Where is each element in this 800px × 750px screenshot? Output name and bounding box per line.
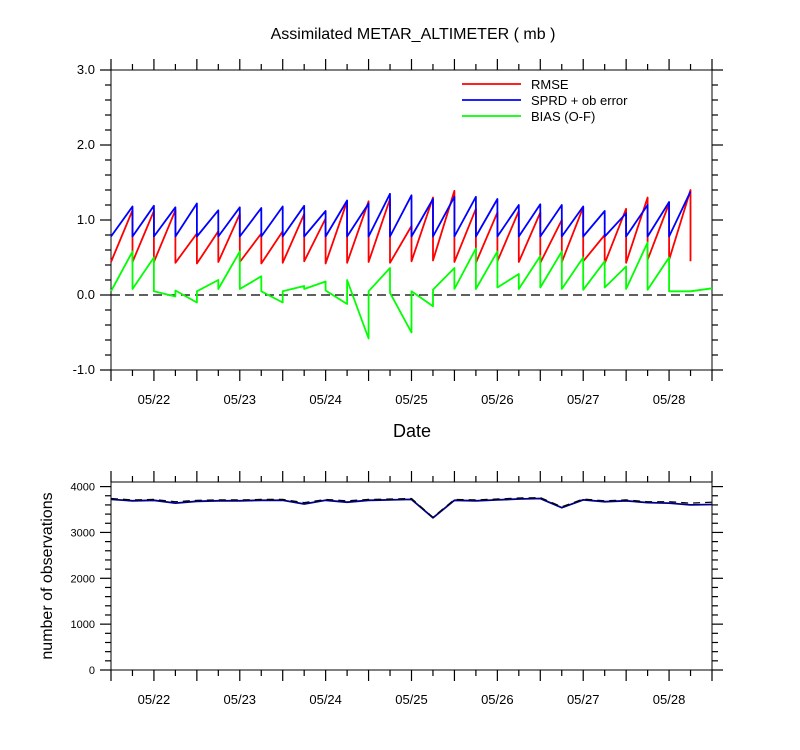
y-tick-label-3-0: 3.0 <box>77 62 95 77</box>
x-tick-label-05-22: 05/22 <box>138 692 171 707</box>
top-y-tick-labels: -1.0 0.0 1.0 2.0 3.0 <box>73 62 95 377</box>
x-tick-label-05-24: 05/24 <box>309 692 342 707</box>
series-line-sprd-ob-error <box>110 191 692 238</box>
x-tick-label-05-27: 05/27 <box>567 392 600 407</box>
bottom-y-tick-labels: 0 1000 2000 3000 4000 <box>71 482 95 677</box>
bottom-ticks <box>100 471 723 681</box>
chart-title: Assimilated METAR_ALTIMETER ( mb ) <box>271 26 556 43</box>
y-tick-label-2000: 2000 <box>71 573 95 585</box>
series-line-used <box>110 497 713 519</box>
y-tick-label-1-0: -1.0 <box>73 362 95 377</box>
bottom-x-tick-labels: 05/22 05/23 05/24 05/25 05/26 05/27 05/28 <box>138 692 686 707</box>
bottom-plot-frame <box>110 481 713 671</box>
x-axis-label: Date <box>393 421 431 441</box>
bottom-series-group <box>110 497 713 519</box>
x-tick-label-05-22: 05/22 <box>138 392 171 407</box>
x-tick-label-05-26: 05/26 <box>481 692 514 707</box>
x-tick-label-05-27: 05/27 <box>567 692 600 707</box>
top-panel: Assimilated METAR_ALTIMETER ( mb ) -1.0 0… <box>73 26 723 441</box>
x-tick-label-05-25: 05/25 <box>395 392 428 407</box>
y-tick-label-3000: 3000 <box>71 527 95 539</box>
y-tick-label-1000: 1000 <box>71 619 95 631</box>
y-tick-label-1-0: 1.0 <box>77 212 95 227</box>
y-tick-label-4000: 4000 <box>71 482 95 494</box>
top-series-group <box>110 189 713 340</box>
series-line-rmse <box>110 189 692 265</box>
x-tick-label-05-23: 05/23 <box>224 692 257 707</box>
series-line-bias-o-f <box>110 241 713 340</box>
legend: RMSE SPRD + ob error BIAS (O-F) <box>462 77 628 124</box>
x-tick-label-05-25: 05/25 <box>395 692 428 707</box>
legend-label-bias: BIAS (O-F) <box>531 109 595 124</box>
x-tick-label-05-23: 05/23 <box>224 392 257 407</box>
y-axis-label-observations: number of observations <box>39 492 56 659</box>
legend-label-sprd: SPRD + ob error <box>531 93 628 108</box>
top-x-tick-labels: 05/22 05/23 05/24 05/25 05/26 05/27 05/28 <box>138 392 686 407</box>
y-tick-label-0-0: 0.0 <box>77 287 95 302</box>
y-tick-label-0: 0 <box>89 665 95 677</box>
series-line-possible <box>110 497 713 518</box>
x-tick-label-05-26: 05/26 <box>481 392 514 407</box>
legend-label-rmse: RMSE <box>531 77 569 92</box>
x-tick-label-05-28: 05/28 <box>653 392 686 407</box>
top-ticks <box>100 59 723 381</box>
x-tick-label-05-28: 05/28 <box>653 692 686 707</box>
x-tick-label-05-24: 05/24 <box>309 392 342 407</box>
y-tick-label-2-0: 2.0 <box>77 137 95 152</box>
